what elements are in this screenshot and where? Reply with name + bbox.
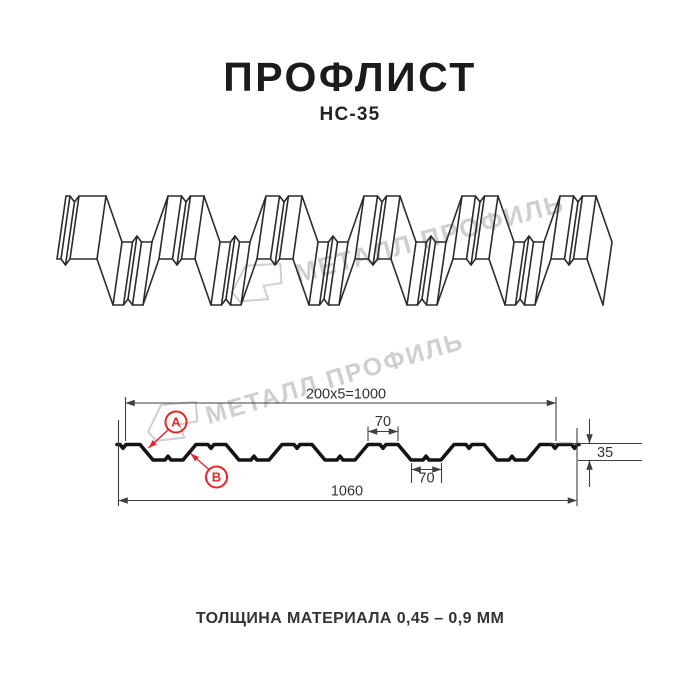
- callout-b-label: B: [212, 470, 221, 485]
- metall-profil-logo-icon: [230, 262, 283, 303]
- watermark-bottom: МЕТАЛЛ ПРОФИЛЬ: [146, 327, 467, 442]
- callout-a: A: [148, 410, 188, 449]
- model-label: НС-35: [319, 104, 381, 125]
- dim-label-height: 35: [597, 445, 613, 461]
- dim-overall-width: 1060: [117, 420, 578, 506]
- iso-sheet-drawing: [56, 195, 613, 306]
- dim-rib-top: 70: [367, 414, 399, 441]
- dim-rib-bottom: 70: [410, 463, 443, 487]
- thickness-note: ТОЛЩИНА МАТЕРИАЛА 0,45 – 0,9 ММ: [195, 610, 505, 627]
- watermark-text: МЕТАЛЛ ПРОФИЛЬ: [202, 327, 467, 430]
- callout-b: B: [190, 452, 228, 489]
- page-title: ПРОФЛИСТ: [223, 54, 477, 100]
- dim-module-width: 200x5=1000: [124, 387, 557, 441]
- callout-a-label: A: [171, 415, 181, 430]
- dim-height: 35: [550, 419, 642, 487]
- dim-label-module-width: 200x5=1000: [306, 387, 386, 403]
- dim-label-rib-bottom: 70: [418, 471, 434, 487]
- dim-label-rib-top: 70: [375, 414, 391, 430]
- cross-section-profile: [115, 442, 581, 462]
- dim-label-overall-width: 1060: [331, 484, 363, 500]
